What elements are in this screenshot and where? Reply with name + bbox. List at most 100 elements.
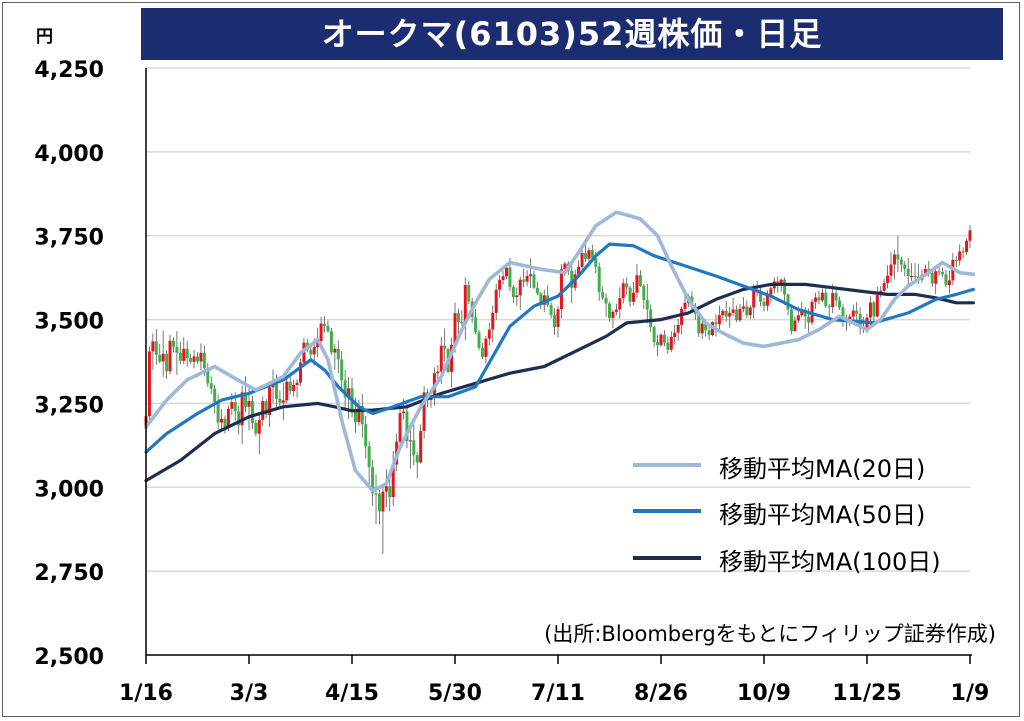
candle-body: [807, 316, 811, 323]
candle-body: [439, 345, 443, 372]
candle-body: [206, 368, 210, 384]
candle-body: [220, 418, 224, 423]
candle-body: [652, 326, 656, 343]
x-tick-label: 1/16: [119, 681, 173, 706]
y-tick-label: 2,750: [34, 561, 104, 586]
candle-body: [779, 279, 783, 286]
y-tick-label: 3,500: [34, 310, 104, 335]
ma100-line: [144, 282, 975, 483]
candle-body: [649, 309, 653, 327]
candle-body: [422, 392, 426, 431]
candle-body: [250, 401, 254, 423]
candle-body: [525, 275, 529, 282]
candle-body: [789, 309, 793, 331]
candle-body: [913, 275, 917, 278]
candle-body: [656, 342, 660, 346]
candle-body: [608, 303, 611, 318]
candle-body: [357, 405, 361, 423]
candle-body: [292, 384, 296, 392]
candle-body: [680, 308, 684, 325]
candle-body: [906, 268, 910, 277]
candle-body: [240, 392, 244, 426]
x-tick-label: 11/25: [832, 681, 901, 706]
legend-label-ma100: 移動平均MA(100日): [719, 548, 941, 576]
candle-body: [196, 356, 199, 362]
chart-title: オークマ(6103)52週株価・日足: [141, 8, 1003, 60]
candle-body: [570, 270, 574, 288]
candle-body: [175, 347, 179, 353]
candle-body: [199, 352, 203, 362]
candle-body: [450, 345, 454, 372]
candle-body: [165, 353, 169, 372]
candle-body: [659, 334, 663, 346]
candle-body: [563, 263, 567, 270]
candle-body: [213, 388, 217, 403]
candle-body: [731, 309, 735, 313]
candle-body: [154, 341, 158, 355]
candle-body: [765, 294, 769, 306]
candle-body: [851, 310, 855, 317]
candle-body: [597, 266, 601, 293]
candle-body: [261, 401, 265, 420]
source-note: (出所:Bloombergをもとにフィリップ証券作成): [544, 622, 996, 646]
candle-body: [347, 388, 351, 398]
candle-body: [326, 325, 330, 332]
candle-body: [741, 306, 745, 309]
candle-body: [402, 411, 405, 414]
candle-body: [405, 411, 409, 441]
candle-body: [436, 371, 440, 374]
y-tick-label: 4,000: [34, 142, 104, 167]
candle-body: [295, 382, 299, 385]
candle-body: [559, 269, 563, 310]
candle-body: [189, 358, 193, 362]
candle-body: [549, 305, 553, 315]
candle-body: [237, 411, 241, 426]
candle-body: [456, 313, 460, 322]
candle-body: [171, 340, 175, 348]
candle-body: [769, 288, 773, 295]
candle-body: [161, 353, 165, 362]
candle-body: [738, 308, 742, 321]
candle-body: [886, 275, 890, 284]
candle-body: [923, 268, 927, 275]
candle-body: [831, 293, 835, 308]
candle-body: [793, 320, 797, 331]
candle-body: [759, 291, 763, 302]
candle-body: [360, 405, 364, 425]
candle-body: [467, 285, 471, 302]
candle-body: [316, 341, 320, 348]
candle-body: [518, 279, 522, 296]
x-tick-label: 8/26: [634, 681, 688, 706]
candle-body: [453, 313, 457, 346]
candle-body: [542, 295, 546, 305]
candle-body: [336, 348, 340, 360]
candle-body: [899, 259, 903, 265]
candle-body: [611, 311, 615, 318]
y-tick-label: 3,750: [34, 226, 104, 251]
y-tick-label: 3,250: [34, 393, 104, 418]
candle-body: [501, 276, 505, 280]
candle-body: [673, 332, 677, 338]
candle-body: [535, 287, 539, 294]
candle-body: [827, 306, 831, 308]
candle-body: [329, 331, 333, 353]
candle-body: [961, 251, 965, 253]
candle-body: [896, 254, 900, 260]
candle-body: [752, 289, 756, 308]
candle-body: [498, 279, 502, 290]
candle-body: [264, 401, 268, 415]
candle-body: [941, 271, 945, 275]
candle-body: [697, 313, 701, 334]
candle-body: [618, 298, 622, 310]
x-tick-label: 7/11: [531, 681, 585, 706]
candle-body: [474, 317, 478, 333]
candle-body: [796, 315, 800, 321]
candle-body: [676, 324, 680, 333]
candle-body: [340, 359, 344, 381]
candle-body: [930, 272, 934, 284]
candle-body: [147, 351, 151, 417]
x-tick-label: 5/30: [428, 681, 482, 706]
candle-body: [505, 267, 508, 277]
candle-body: [714, 322, 718, 325]
candle-body: [477, 332, 481, 348]
